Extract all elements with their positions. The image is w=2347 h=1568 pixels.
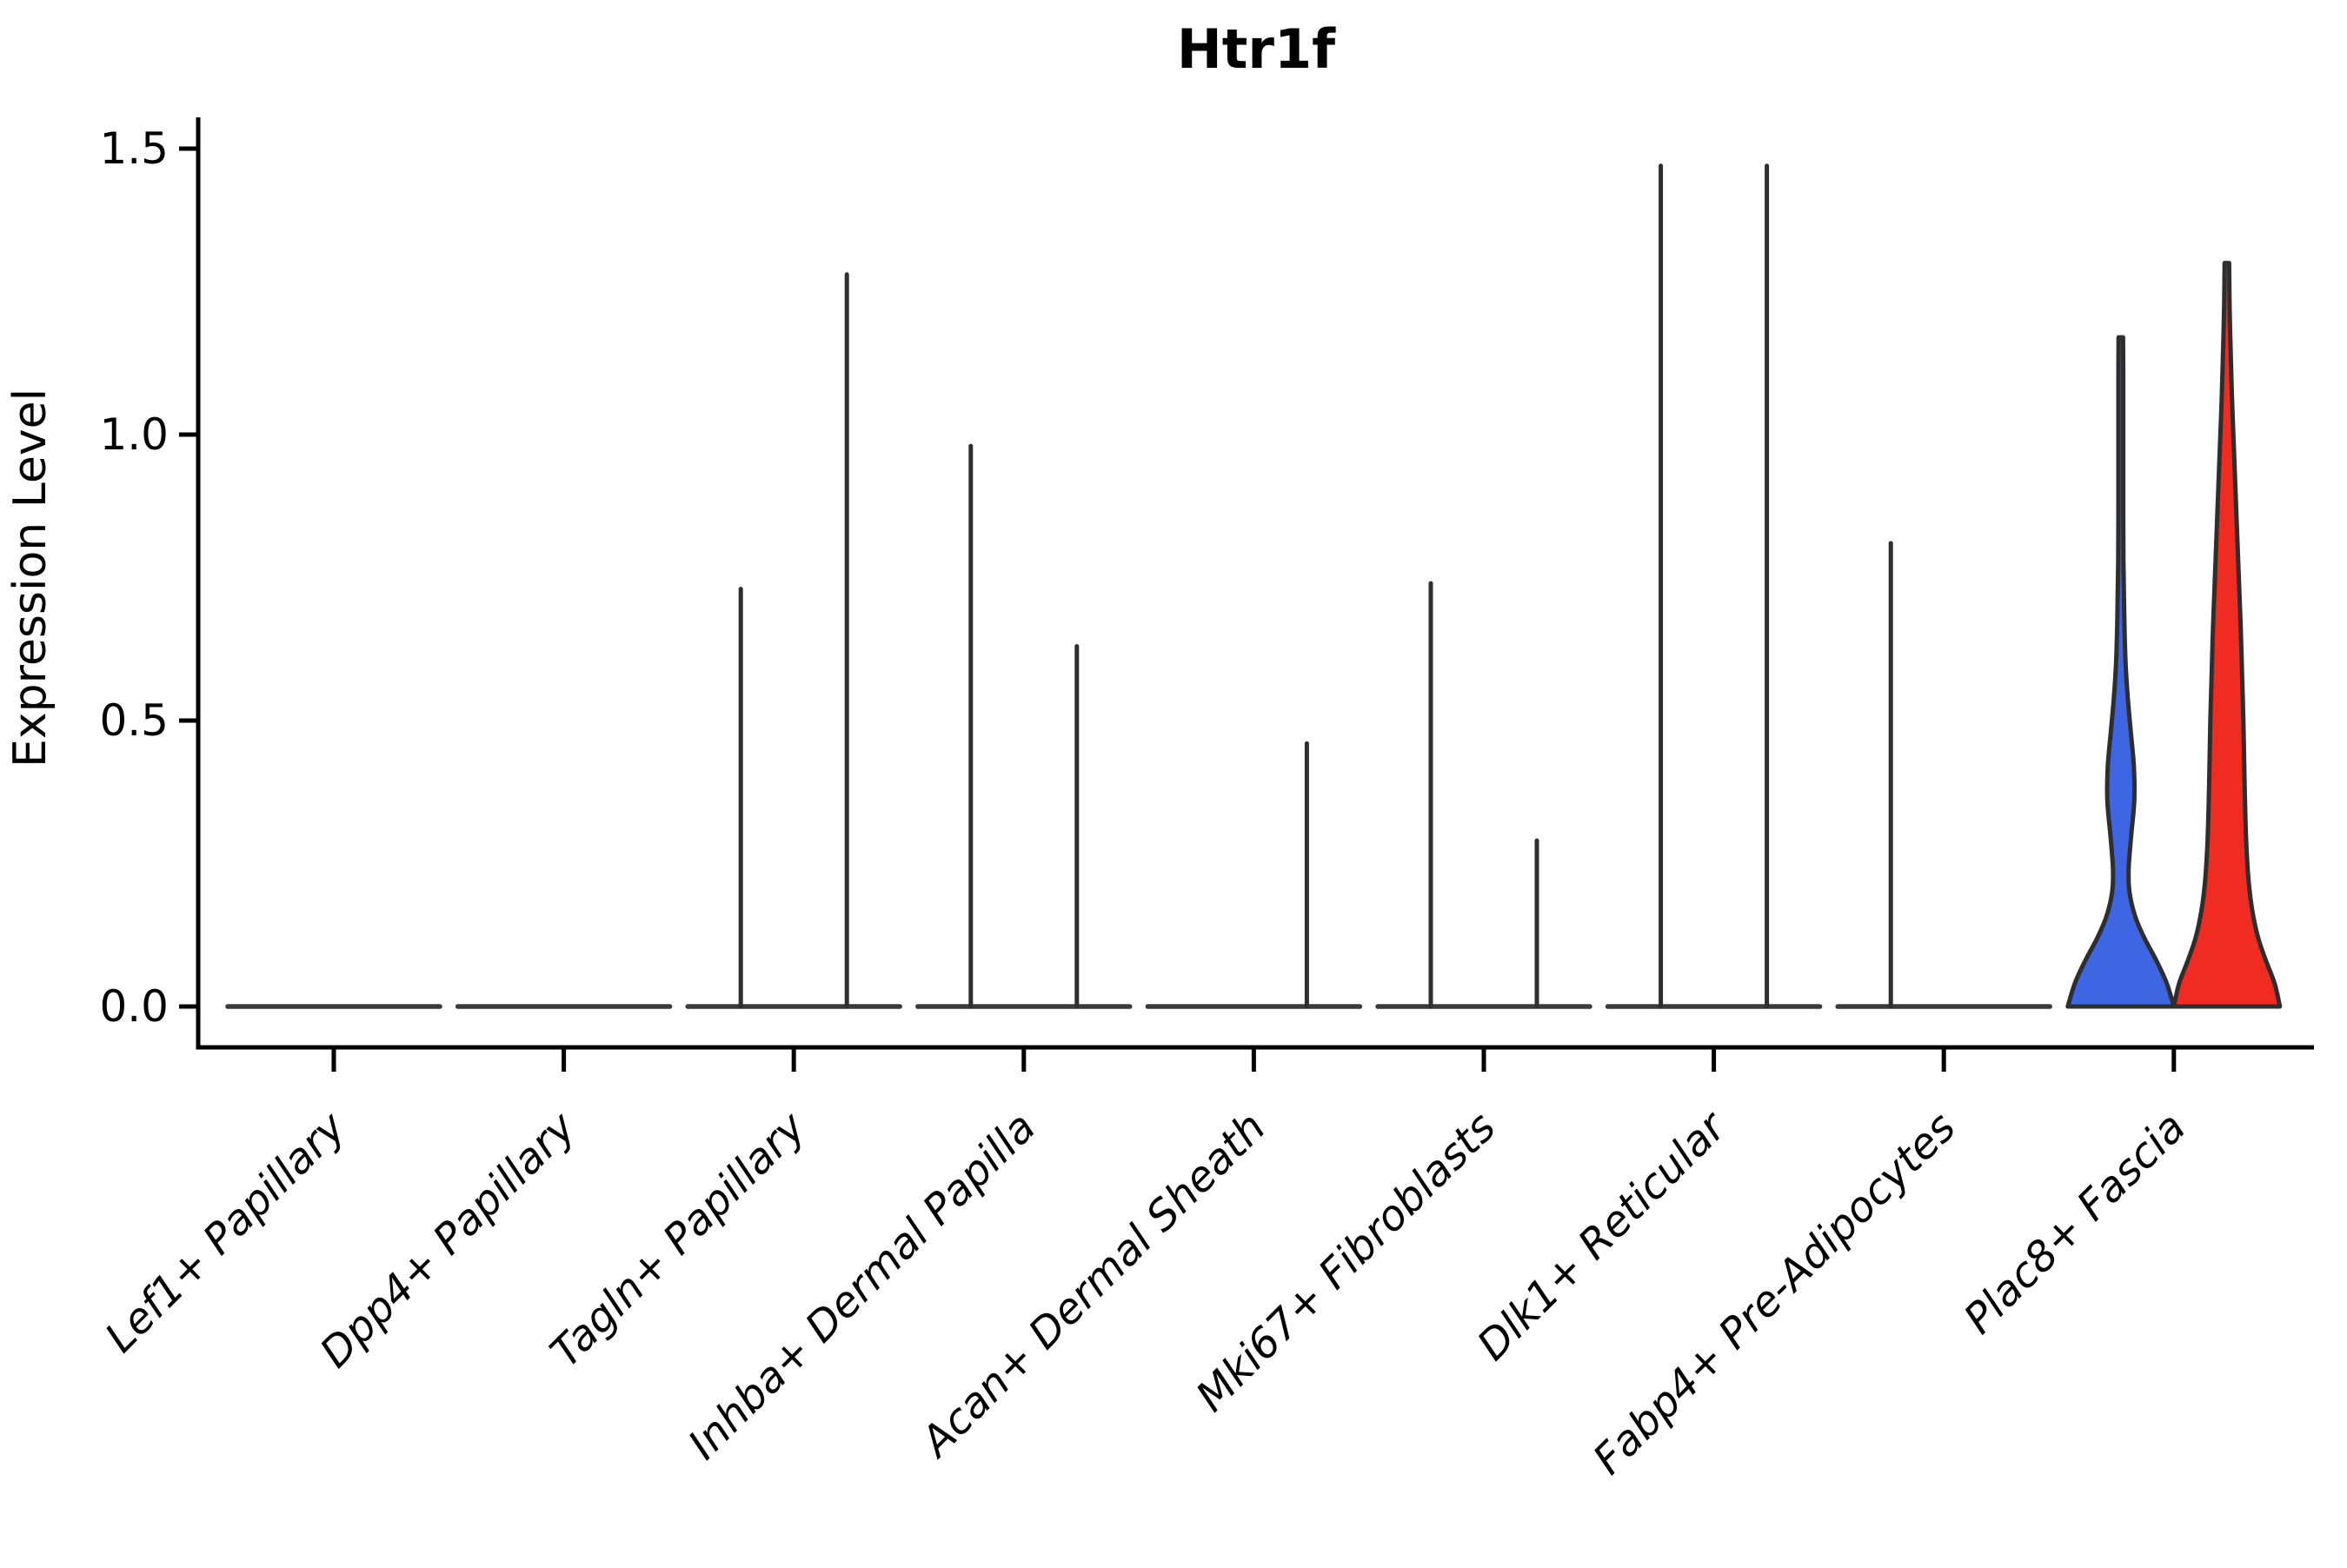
y-axis-label: Expression Level: [4, 389, 57, 767]
y-tick-label: 0.5: [99, 695, 169, 746]
x-tick-label: Tagln+ Papillary: [541, 1102, 815, 1377]
x-tick-label: Fabp4+ Pre-Adipocytes: [1584, 1103, 1965, 1485]
x-tick-label: Dpp4+ Papillary: [310, 1102, 585, 1377]
violin-body-blue: [2065, 335, 2177, 1009]
violin-body-red: [2171, 261, 2283, 1009]
x-tick-label: Lef1+ Papillary: [96, 1102, 356, 1362]
y-tick-label: 1.5: [99, 123, 169, 174]
x-tick-label: Plac8+ Fascia: [1955, 1103, 2196, 1344]
y-tick-label: 1.0: [99, 409, 169, 460]
chart-title: Htr1f: [1177, 17, 1336, 81]
x-tick-label: Dlk1+ Reticular: [1468, 1101, 1738, 1371]
y-tick-label: 0.0: [99, 981, 169, 1032]
